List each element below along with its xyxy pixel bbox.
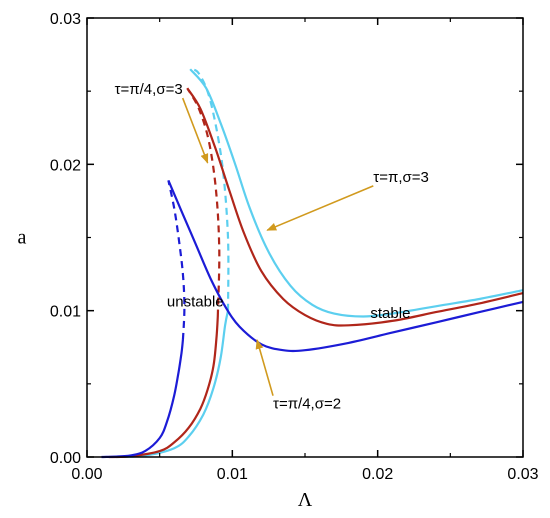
- annotation-label: τ=π/4,σ=3: [115, 81, 183, 98]
- labels: 0.00 0.01 0.02 0.03 0.00 0.01 0.02 0.03 τ=π/4,σ=…: [50, 11, 539, 483]
- annotation-arrows: [181, 97, 374, 396]
- annotation-arrow: [181, 97, 209, 164]
- series-1-stable-lower-branch: [101, 339, 184, 459]
- y-tick-label: 0.02: [50, 157, 81, 174]
- y-tick-label: 0.01: [50, 304, 81, 321]
- annotation-arrow: [255, 338, 274, 396]
- series-1-stable-upper-branch: [167, 179, 524, 353]
- y-axis-title: a: [18, 227, 27, 249]
- series-3-stable-upper-branch: [189, 68, 524, 318]
- series-2-unstable-branch: [186, 87, 221, 317]
- ticks: [86, 17, 524, 458]
- y-tick-label: 0.00: [50, 450, 81, 467]
- x-tick-label: 0.00: [71, 466, 102, 483]
- x-tick-label: 0.01: [217, 466, 248, 483]
- annotation-label: unstable: [167, 293, 224, 310]
- x-axis-title: Λ: [298, 489, 313, 511]
- x-tick-label: 0.03: [507, 466, 538, 483]
- series-3-unstable-branch: [189, 68, 230, 311]
- annotation-label: τ=π,σ=3: [373, 169, 429, 186]
- series-3-stable-lower-branch: [116, 310, 230, 459]
- series-layer: [101, 68, 524, 459]
- x-tick-label: 0.02: [362, 466, 393, 483]
- annotation-label: τ=π/4,σ=2: [273, 396, 341, 413]
- annotation-arrow: [266, 185, 374, 231]
- series-2-stable-upper-branch: [186, 87, 524, 327]
- series-2-stable-lower-branch: [108, 316, 219, 459]
- series-1-unstable-branch: [167, 180, 186, 340]
- y-tick-label: 0.03: [50, 11, 81, 28]
- annotation-label: stable: [370, 305, 410, 322]
